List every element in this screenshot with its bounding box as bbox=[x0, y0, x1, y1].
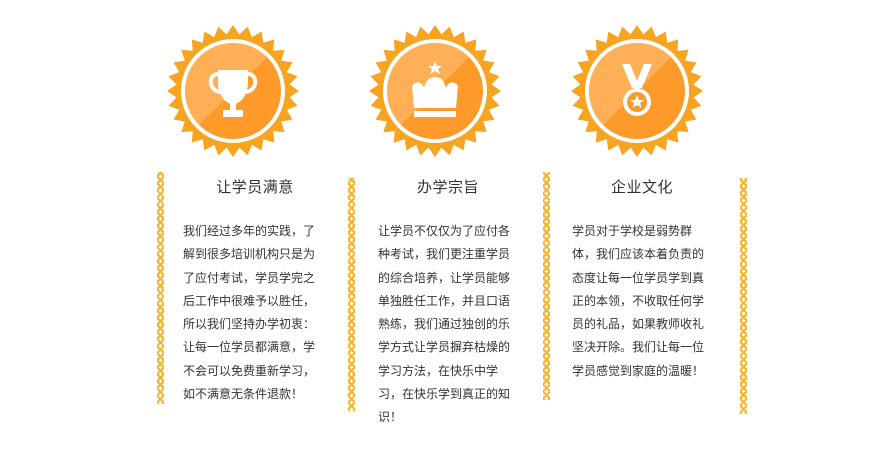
crown-icon bbox=[369, 25, 501, 157]
column-title-satisfaction: 让学员满意 bbox=[216, 178, 294, 196]
badge-purpose bbox=[368, 24, 502, 158]
medal-icon bbox=[571, 25, 703, 157]
divider-mid-right bbox=[543, 172, 550, 400]
divider-mid-left bbox=[348, 178, 355, 411]
column-body-culture: 学员对于学校是弱势群 体，我们应该本着负责的 态度让每一位学员学到真 正的本领，… bbox=[572, 224, 705, 378]
column-body-satisfaction: 我们经过多年的实践，了 解到很多培训机构只是为 了应付考试，学员学完之 后工作中… bbox=[183, 224, 316, 402]
trophy-icon bbox=[167, 25, 299, 157]
badge-satisfaction bbox=[166, 24, 300, 158]
divider-right bbox=[740, 178, 747, 414]
badge-culture bbox=[570, 24, 704, 158]
column-title-culture: 企业文化 bbox=[610, 178, 673, 196]
divider-left bbox=[157, 172, 164, 404]
column-title-purpose: 办学宗旨 bbox=[416, 178, 479, 196]
column-body-purpose: 让学员不仅仅为了应付各 种考试，我们更注重学员 的综合培养，让学员能够 单独胜任… bbox=[378, 224, 511, 425]
